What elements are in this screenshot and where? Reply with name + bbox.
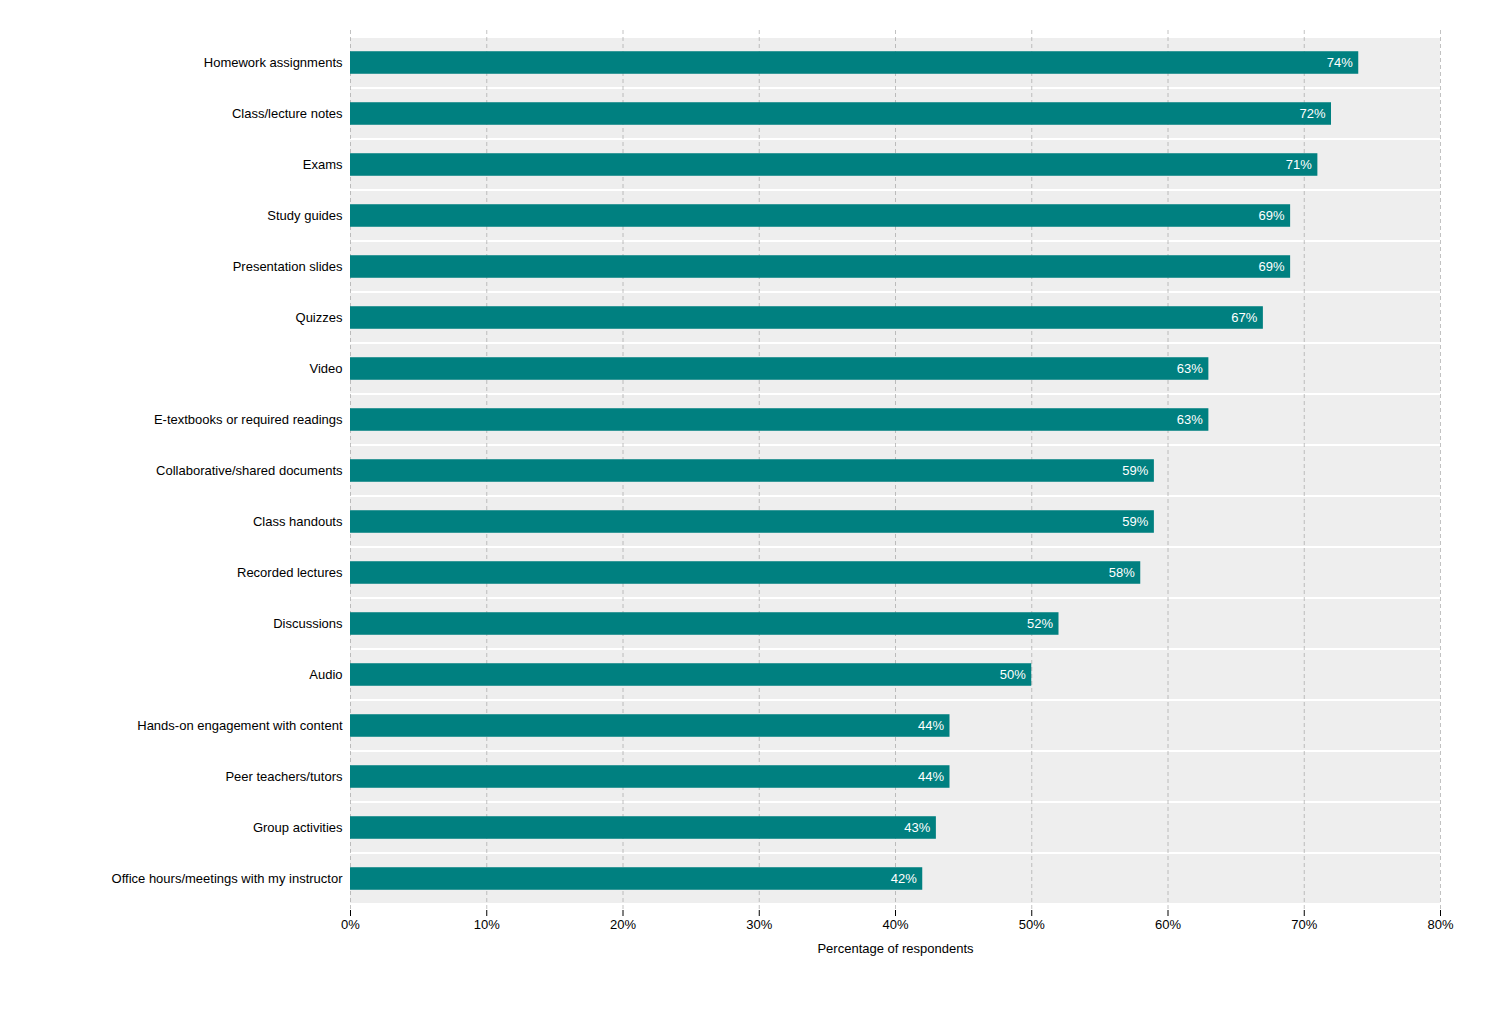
svg-text:Collaborative/shared documents: Collaborative/shared documents <box>156 463 343 478</box>
svg-text:E-textbooks or required readin: E-textbooks or required readings <box>154 412 343 427</box>
svg-text:20%: 20% <box>610 917 636 932</box>
svg-text:Presentation slides: Presentation slides <box>233 259 343 274</box>
svg-text:70%: 70% <box>1291 917 1317 932</box>
svg-text:60%: 60% <box>1155 917 1181 932</box>
svg-text:42%: 42% <box>891 871 917 886</box>
svg-text:50%: 50% <box>1019 917 1045 932</box>
svg-text:63%: 63% <box>1177 361 1203 376</box>
svg-text:Percentage of respondents: Percentage of respondents <box>817 941 974 956</box>
svg-text:10%: 10% <box>474 917 500 932</box>
svg-text:Video: Video <box>309 361 342 376</box>
svg-text:58%: 58% <box>1109 565 1135 580</box>
svg-text:Homework assignments: Homework assignments <box>204 55 343 70</box>
svg-text:0%: 0% <box>341 917 360 932</box>
svg-text:44%: 44% <box>918 718 944 733</box>
svg-text:Peer teachers/tutors: Peer teachers/tutors <box>225 769 343 784</box>
svg-text:30%: 30% <box>746 917 772 932</box>
svg-text:59%: 59% <box>1122 463 1148 478</box>
svg-text:Office hours/meetings with my: Office hours/meetings with my instructor <box>112 871 344 886</box>
svg-text:44%: 44% <box>918 769 944 784</box>
svg-text:67%: 67% <box>1231 310 1257 325</box>
svg-text:43%: 43% <box>904 820 930 835</box>
svg-text:Discussions: Discussions <box>273 616 343 631</box>
svg-text:Exams: Exams <box>303 157 343 172</box>
svg-text:71%: 71% <box>1286 157 1312 172</box>
svg-text:Hands-on engagement with conte: Hands-on engagement with content <box>137 718 343 733</box>
svg-text:52%: 52% <box>1027 616 1053 631</box>
svg-text:Group activities: Group activities <box>253 820 343 835</box>
svg-text:Quizzes: Quizzes <box>296 310 343 325</box>
svg-text:Class/lecture notes: Class/lecture notes <box>232 106 343 121</box>
svg-text:Recorded lectures: Recorded lectures <box>237 565 343 580</box>
svg-text:Audio: Audio <box>309 667 342 682</box>
svg-text:69%: 69% <box>1259 259 1285 274</box>
svg-text:74%: 74% <box>1327 55 1353 70</box>
svg-text:72%: 72% <box>1299 106 1325 121</box>
svg-text:80%: 80% <box>1427 917 1453 932</box>
svg-text:69%: 69% <box>1259 208 1285 223</box>
svg-text:Study guides: Study guides <box>267 208 343 223</box>
svg-text:59%: 59% <box>1122 514 1148 529</box>
svg-text:40%: 40% <box>882 917 908 932</box>
svg-text:50%: 50% <box>1000 667 1026 682</box>
svg-text:Class handouts: Class handouts <box>253 514 343 529</box>
svg-text:63%: 63% <box>1177 412 1203 427</box>
